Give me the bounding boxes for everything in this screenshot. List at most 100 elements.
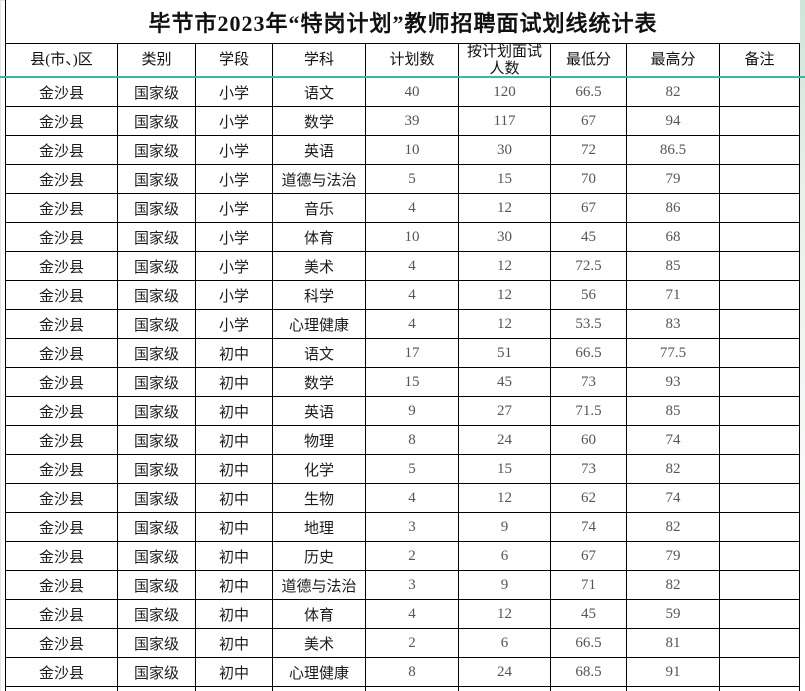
table-cell: 71.5 <box>550 396 627 426</box>
table-cell: 初中 <box>195 425 273 455</box>
table-cell: 86 <box>626 193 720 223</box>
table-cell: 金沙县 <box>5 367 118 397</box>
excel-gridline <box>0 76 805 78</box>
table-cell <box>117 686 196 691</box>
table-cell: 国家级 <box>117 570 196 600</box>
table-cell: 语文 <box>272 77 366 107</box>
table-cell: 15 <box>458 454 551 484</box>
sheet-margin-strip <box>800 0 805 691</box>
table-cell: 初中 <box>195 367 273 397</box>
table-cell: 77.5 <box>626 338 720 368</box>
table-cell <box>365 686 459 691</box>
table-cell: 56 <box>550 280 627 310</box>
col-header-category: 类别 <box>117 43 196 78</box>
table-row: 金沙县 国家级 初中 化学 5 15 73 82 <box>5 454 800 484</box>
table-cell: 初中 <box>195 570 273 600</box>
table-cell: 国家级 <box>117 396 196 426</box>
table-cell: 10 <box>365 135 459 165</box>
table-cell: 地理 <box>272 512 366 542</box>
table-cell: 68 <box>626 222 720 252</box>
table-cell: 68.5 <box>550 657 627 687</box>
table-cell: 国家级 <box>117 77 196 107</box>
table-cell <box>719 338 800 368</box>
table-row: 金沙县 国家级 小学 科学 4 12 56 71 <box>5 280 800 310</box>
table-cell: 12 <box>458 309 551 339</box>
table-cell: 9 <box>365 396 459 426</box>
table-cell: 小学 <box>195 77 273 107</box>
table-cell: 初中 <box>195 483 273 513</box>
table-cell <box>272 686 366 691</box>
table-row: 金沙县 国家级 初中 语文 17 51 66.5 77.5 <box>5 338 800 368</box>
table-cell: 45 <box>550 222 627 252</box>
table-row: 金沙县 国家级 初中 英语 9 27 71.5 85 <box>5 396 800 426</box>
table-cell: 94 <box>626 106 720 136</box>
col-header-minscore: 最低分 <box>550 43 627 78</box>
table-cell: 初中 <box>195 657 273 687</box>
table-cell <box>719 483 800 513</box>
table-cell <box>719 222 800 252</box>
stats-table: 县(市、)区 类别 学段 学科 计划数 按计划面试 人数 最低分 最高分 备注 … <box>5 43 800 691</box>
table-cell: 74 <box>550 512 627 542</box>
table-cell <box>719 251 800 281</box>
table-cell <box>626 686 720 691</box>
page-title: 毕节市2023年“特岗计划”教师招聘面试划线统计表 <box>148 10 658 36</box>
table-cell: 心理健康 <box>272 309 366 339</box>
table-cell: 金沙县 <box>5 338 118 368</box>
table-cell <box>719 628 800 658</box>
table-cell <box>719 686 800 691</box>
table-cell: 82 <box>626 77 720 107</box>
table-cell <box>719 454 800 484</box>
table-row: 金沙县 国家级 初中 地理 3 9 74 82 <box>5 512 800 542</box>
table-cell: 17 <box>365 338 459 368</box>
table-row: 金沙县 国家级 初中 数学 15 45 73 93 <box>5 367 800 397</box>
table-cell: 金沙县 <box>5 222 118 252</box>
table-cell: 2 <box>365 628 459 658</box>
table-cell: 美术 <box>272 251 366 281</box>
table-cell: 小学 <box>195 222 273 252</box>
table-cell: 73 <box>550 454 627 484</box>
table-cell: 4 <box>365 251 459 281</box>
table-cell <box>550 686 627 691</box>
table-cell: 金沙县 <box>5 541 118 571</box>
table-cell: 国家级 <box>117 541 196 571</box>
table-row: 金沙县 国家级 初中 历史 2 6 67 79 <box>5 541 800 571</box>
table-cell: 10 <box>365 222 459 252</box>
table-cell <box>719 425 800 455</box>
table-cell: 国家级 <box>117 106 196 136</box>
table-cell: 小学 <box>195 309 273 339</box>
table-cell <box>458 686 551 691</box>
table-cell <box>719 367 800 397</box>
table-cell: 27 <box>458 396 551 426</box>
table-cell: 金沙县 <box>5 135 118 165</box>
table-cell: 9 <box>458 512 551 542</box>
table-cell <box>719 193 800 223</box>
table-cell: 45 <box>458 367 551 397</box>
table-cell: 15 <box>365 367 459 397</box>
table-cell <box>719 106 800 136</box>
table-row: 金沙县 国家级 初中 道德与法治 3 9 71 82 <box>5 570 800 600</box>
col-header-plan: 计划数 <box>365 43 459 78</box>
table-cell: 小学 <box>195 251 273 281</box>
table-cell: 国家级 <box>117 454 196 484</box>
table-cell: 66.5 <box>550 628 627 658</box>
sheet-area: 毕节市2023年“特岗计划”教师招聘面试划线统计表 县(市、)区 类别 学段 学… <box>5 0 800 691</box>
table-cell: 70 <box>550 164 627 194</box>
table-cell <box>719 541 800 571</box>
table-cell: 83 <box>626 309 720 339</box>
table-cell: 40 <box>365 77 459 107</box>
table-cell: 81 <box>626 628 720 658</box>
col-header-county: 县(市、)区 <box>5 43 118 78</box>
table-cell: 15 <box>458 164 551 194</box>
table-row: 金沙县 国家级 小学 音乐 4 12 67 86 <box>5 193 800 223</box>
table-cell: 初中 <box>195 599 273 629</box>
table-cell: 金沙县 <box>5 396 118 426</box>
table-cell: 79 <box>626 541 720 571</box>
table-cell: 国家级 <box>117 338 196 368</box>
table-cell: 51 <box>458 338 551 368</box>
table-cell: 心理健康 <box>272 657 366 687</box>
table-cell: 6 <box>458 541 551 571</box>
table-cell: 82 <box>626 454 720 484</box>
table-cell <box>5 686 118 691</box>
table-row: 金沙县 国家级 小学 语文 40 120 66.5 82 <box>5 77 800 107</box>
table-cell: 120 <box>458 77 551 107</box>
